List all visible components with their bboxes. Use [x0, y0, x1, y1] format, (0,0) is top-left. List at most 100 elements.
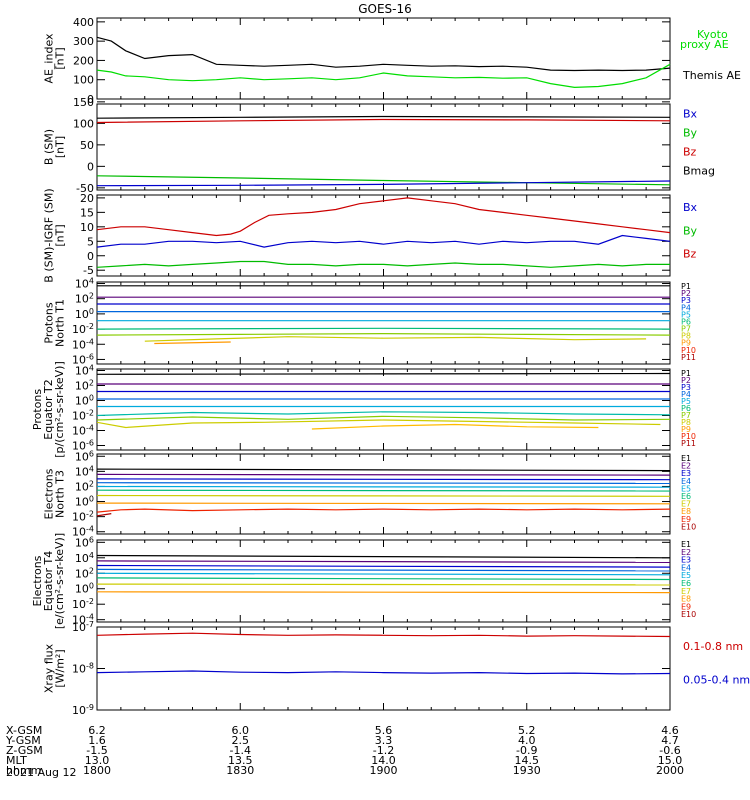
- series-line-p7: [96, 332, 671, 336]
- legend-entry: P3: [681, 296, 691, 305]
- legend-entry: E1: [681, 454, 691, 463]
- legend-entry: P11: [681, 439, 696, 448]
- ephemeris-value: 5.2: [518, 724, 536, 737]
- ephemeris-block: X-GSM 6.2 6.0 5.6 5.2 4.6 Y-GSM 1.6 2.5 3.3 4.0 4.7…: [5, 724, 684, 777]
- y-axis-label: North T3: [54, 470, 67, 518]
- legend-entry: P6: [681, 404, 691, 413]
- y-axis-label: [nT]: [54, 136, 67, 158]
- ephemeris-label: Z-GSM: [6, 744, 43, 757]
- y-tick-label: 102: [75, 379, 94, 393]
- panel-xray: 10-7 10-8 10-9 Xray flux[W/m²] 0.1-0.8 nm 0.0…: [43, 620, 750, 717]
- ephemeris-value: -0.6: [659, 744, 680, 757]
- series-line-p8: [144, 336, 647, 342]
- legend-entry: E2: [681, 548, 691, 557]
- panel-bsm: 150 100 50 0 -50 B (SM)[nT] Bx By Bz Bmag: [43, 96, 716, 195]
- series-line-e1: [96, 468, 671, 472]
- y-axis-label: Equator T2: [42, 379, 55, 439]
- y-axis-label: [nT]: [54, 47, 67, 69]
- ephemeris-value: 14.5: [515, 754, 540, 767]
- ephemeris-value: 6.0: [232, 724, 250, 737]
- series-line-kyoto-proxy-ae: [96, 63, 671, 89]
- y-tick-label: 0: [87, 250, 94, 263]
- legend-entry: P4: [681, 303, 691, 312]
- y-axis-label: [p/(cm²-s-sr-keV)]: [53, 361, 66, 458]
- y-tick-label: 10-8: [72, 662, 94, 676]
- legend-entry: E3: [681, 469, 691, 478]
- y-tick-label: 100: [73, 74, 94, 87]
- ephemeris-value: 4.0: [518, 734, 536, 747]
- ephemeris-value: 13.5: [228, 754, 253, 767]
- figure-title: GOES-16: [358, 2, 412, 16]
- ephemeris-value: 3.3: [375, 734, 393, 747]
- legend-entry: E7: [681, 500, 691, 509]
- legend: 0.1-0.8 nm 0.05-0.4 nm: [683, 640, 750, 686]
- ephemeris-value: 15.0: [658, 754, 683, 767]
- series-line-e8: [96, 591, 671, 594]
- legend-entry: proxy AE: [680, 38, 729, 51]
- panel-frame: [96, 626, 671, 711]
- series-line-bz: [96, 197, 671, 237]
- legend-entry: P5: [681, 310, 691, 319]
- legend-entry: E2: [681, 462, 691, 471]
- legend-entry: P11: [681, 353, 696, 362]
- y-tick-label: 102: [75, 479, 94, 493]
- series-line-0-1-0-8-nm: [96, 632, 671, 638]
- legend-entry: P7: [681, 411, 691, 420]
- y-tick-label: 0: [87, 160, 94, 173]
- legend-entry: E5: [681, 571, 691, 580]
- legend-entry: E1: [681, 540, 691, 549]
- legend-entry: E9: [681, 602, 691, 611]
- y-axis-label: Protons: [43, 302, 56, 343]
- legend-entry: P6: [681, 317, 691, 326]
- y-tick-label: 10-2: [72, 510, 94, 524]
- y-tick-label: 10-9: [72, 703, 94, 717]
- series-line-by: [96, 175, 671, 186]
- ephemeris-label: X-GSM: [6, 724, 42, 737]
- legend-entry: P1: [681, 282, 691, 291]
- y-tick-label: -5: [83, 264, 94, 277]
- legend-entry: E5: [681, 484, 691, 493]
- series-line-e8: [96, 502, 671, 505]
- y-tick-label: 104: [75, 277, 94, 291]
- y-tick-label: 104: [75, 551, 94, 565]
- series-line-e3: [96, 478, 671, 481]
- series-line-e2: [96, 560, 671, 564]
- series-line-bmag: [96, 115, 671, 119]
- y-tick-label: 5: [87, 235, 94, 248]
- y-tick-label: 100: [75, 394, 94, 408]
- legend: Bx By Bz: [683, 201, 698, 260]
- legend-entry: E8: [681, 595, 691, 604]
- y-axis-label: [W/m²]: [54, 649, 67, 687]
- series-line-p6: [96, 411, 671, 417]
- legend-entry: P8: [681, 418, 691, 427]
- series-line-e3: [96, 564, 671, 568]
- y-axis-label: B (SM)-IGRF (SM): [43, 188, 56, 282]
- y-tick-label: 15: [80, 206, 94, 219]
- series-line-p9: [311, 423, 599, 430]
- legend-entry: E10: [681, 610, 696, 619]
- y-tick-label: 100: [75, 307, 94, 321]
- series-line-themis-ae: [96, 36, 671, 72]
- y-tick-label: 10-2: [72, 322, 94, 336]
- legend-entry: Bmag: [683, 165, 715, 178]
- y-tick-label: -50: [76, 182, 94, 195]
- legend-entry: By: [683, 126, 698, 139]
- y-tick-label: 100: [75, 495, 94, 509]
- y-tick-label: 0: [87, 93, 94, 106]
- legend-entry: Themis AE: [682, 69, 741, 82]
- ephemeris-value: 1900: [370, 764, 398, 777]
- legend-entry: Bz: [683, 247, 697, 260]
- series-line-p8: [96, 419, 661, 429]
- legend-entry: E6: [681, 579, 691, 588]
- series-line-bx: [96, 180, 671, 187]
